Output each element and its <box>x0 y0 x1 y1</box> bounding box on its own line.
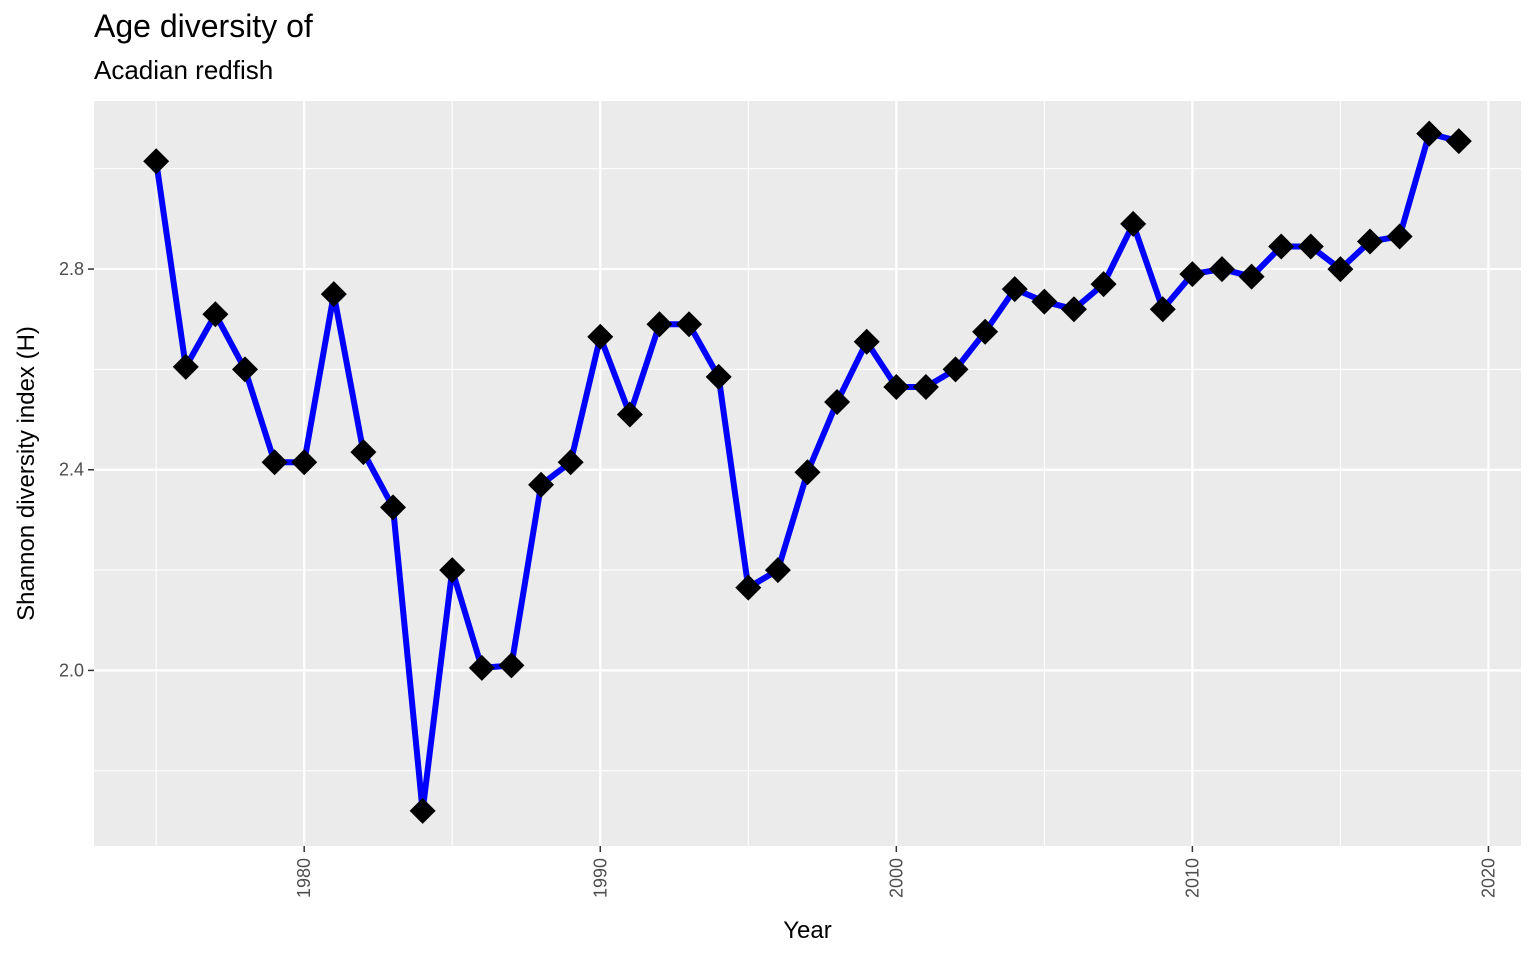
data-point-marker <box>202 301 229 328</box>
data-point-marker <box>1060 296 1087 323</box>
x-tick-label: 2020 <box>1478 858 1498 898</box>
data-point-marker <box>824 389 851 416</box>
data-point-marker <box>1149 296 1176 323</box>
data-point-marker <box>409 797 436 824</box>
chart-title: Age diversity of <box>94 8 313 44</box>
axis-ticks <box>88 268 1490 852</box>
y-tick-label: 2.0 <box>59 660 84 680</box>
data-point-marker <box>439 557 466 584</box>
y-axis-title: Shannon diversity index (H) <box>13 326 40 621</box>
data-point-marker <box>1327 256 1354 283</box>
y-tick-label: 2.4 <box>59 460 84 480</box>
data-point-marker <box>883 373 910 400</box>
data-point-marker <box>528 471 555 498</box>
data-point-marker <box>1001 276 1028 303</box>
data-point-marker <box>1208 256 1235 283</box>
data-point-marker <box>231 356 258 383</box>
minor-grid <box>94 101 1521 846</box>
data-point-marker <box>735 574 762 601</box>
data-point-marker <box>1031 288 1058 315</box>
x-tick-labels: 1980 1990 2000 2010 2020 <box>294 858 1498 898</box>
x-tick-label: 2000 <box>886 858 906 898</box>
data-point-marker <box>587 323 614 350</box>
data-point-marker <box>794 459 821 486</box>
data-point-marker <box>143 148 170 175</box>
data-point-marker <box>853 328 880 355</box>
data-point-marker <box>1416 120 1443 147</box>
data-point-marker <box>557 449 584 476</box>
x-tick-label: 1980 <box>294 858 314 898</box>
data-point-marker <box>1297 233 1324 260</box>
data-point-marker <box>468 654 495 681</box>
data-point-marker <box>616 401 643 428</box>
data-point-marker <box>972 318 999 345</box>
data-point-marker <box>320 281 347 308</box>
points-layer <box>143 120 1472 824</box>
data-point-marker <box>1386 223 1413 250</box>
data-point-marker <box>172 353 199 380</box>
data-point-marker <box>1268 233 1295 260</box>
data-point-marker <box>1120 210 1147 237</box>
data-point-marker <box>498 652 525 679</box>
data-point-marker <box>1179 261 1206 288</box>
data-point-marker <box>764 557 791 584</box>
data-point-marker <box>1238 263 1265 290</box>
x-tick-label: 1990 <box>590 858 610 898</box>
data-point-marker <box>705 363 732 390</box>
data-point-marker <box>1090 271 1117 298</box>
data-point-marker <box>380 494 407 521</box>
data-point-marker <box>261 449 288 476</box>
y-tick-labels: 2.0 2.4 2.8 <box>59 259 84 680</box>
data-point-marker <box>942 356 969 383</box>
data-point-marker <box>646 311 673 338</box>
data-point-marker <box>1357 228 1384 255</box>
chart-subtitle: Acadian redfish <box>94 55 274 85</box>
data-point-marker <box>350 439 377 466</box>
y-tick-label: 2.8 <box>59 259 84 279</box>
x-tick-label: 2010 <box>1182 858 1202 898</box>
data-point-marker <box>676 311 703 338</box>
data-point-marker <box>1445 128 1472 155</box>
data-point-marker <box>912 373 939 400</box>
x-axis-title: Year <box>783 917 832 944</box>
data-point-marker <box>291 449 318 476</box>
